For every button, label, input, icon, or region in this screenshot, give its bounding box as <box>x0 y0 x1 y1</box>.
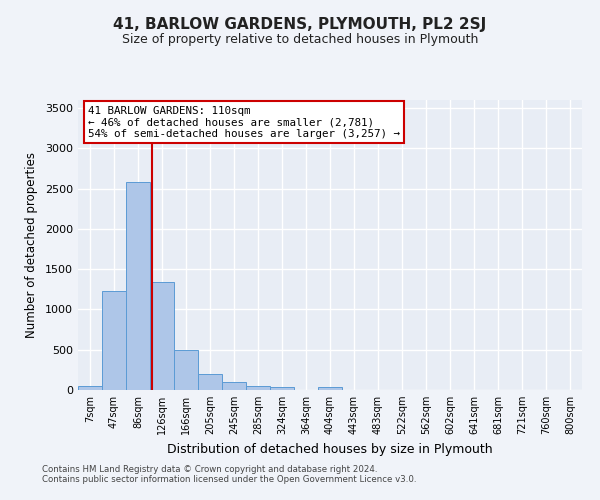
Bar <box>246 386 270 390</box>
Text: Contains HM Land Registry data © Crown copyright and database right 2024.: Contains HM Land Registry data © Crown c… <box>42 466 377 474</box>
Text: Contains public sector information licensed under the Open Government Licence v3: Contains public sector information licen… <box>42 476 416 484</box>
Bar <box>126 182 150 390</box>
Bar <box>174 350 198 390</box>
Text: 41, BARLOW GARDENS, PLYMOUTH, PL2 2SJ: 41, BARLOW GARDENS, PLYMOUTH, PL2 2SJ <box>113 18 487 32</box>
Bar <box>78 386 102 390</box>
Bar <box>318 387 342 390</box>
Y-axis label: Number of detached properties: Number of detached properties <box>25 152 38 338</box>
Bar <box>198 374 222 390</box>
Bar <box>150 282 174 390</box>
Text: 41 BARLOW GARDENS: 110sqm
← 46% of detached houses are smaller (2,781)
54% of se: 41 BARLOW GARDENS: 110sqm ← 46% of detac… <box>88 106 400 139</box>
Bar <box>102 291 126 390</box>
Bar <box>222 382 246 390</box>
Text: Size of property relative to detached houses in Plymouth: Size of property relative to detached ho… <box>122 32 478 46</box>
Bar <box>270 387 294 390</box>
X-axis label: Distribution of detached houses by size in Plymouth: Distribution of detached houses by size … <box>167 442 493 456</box>
